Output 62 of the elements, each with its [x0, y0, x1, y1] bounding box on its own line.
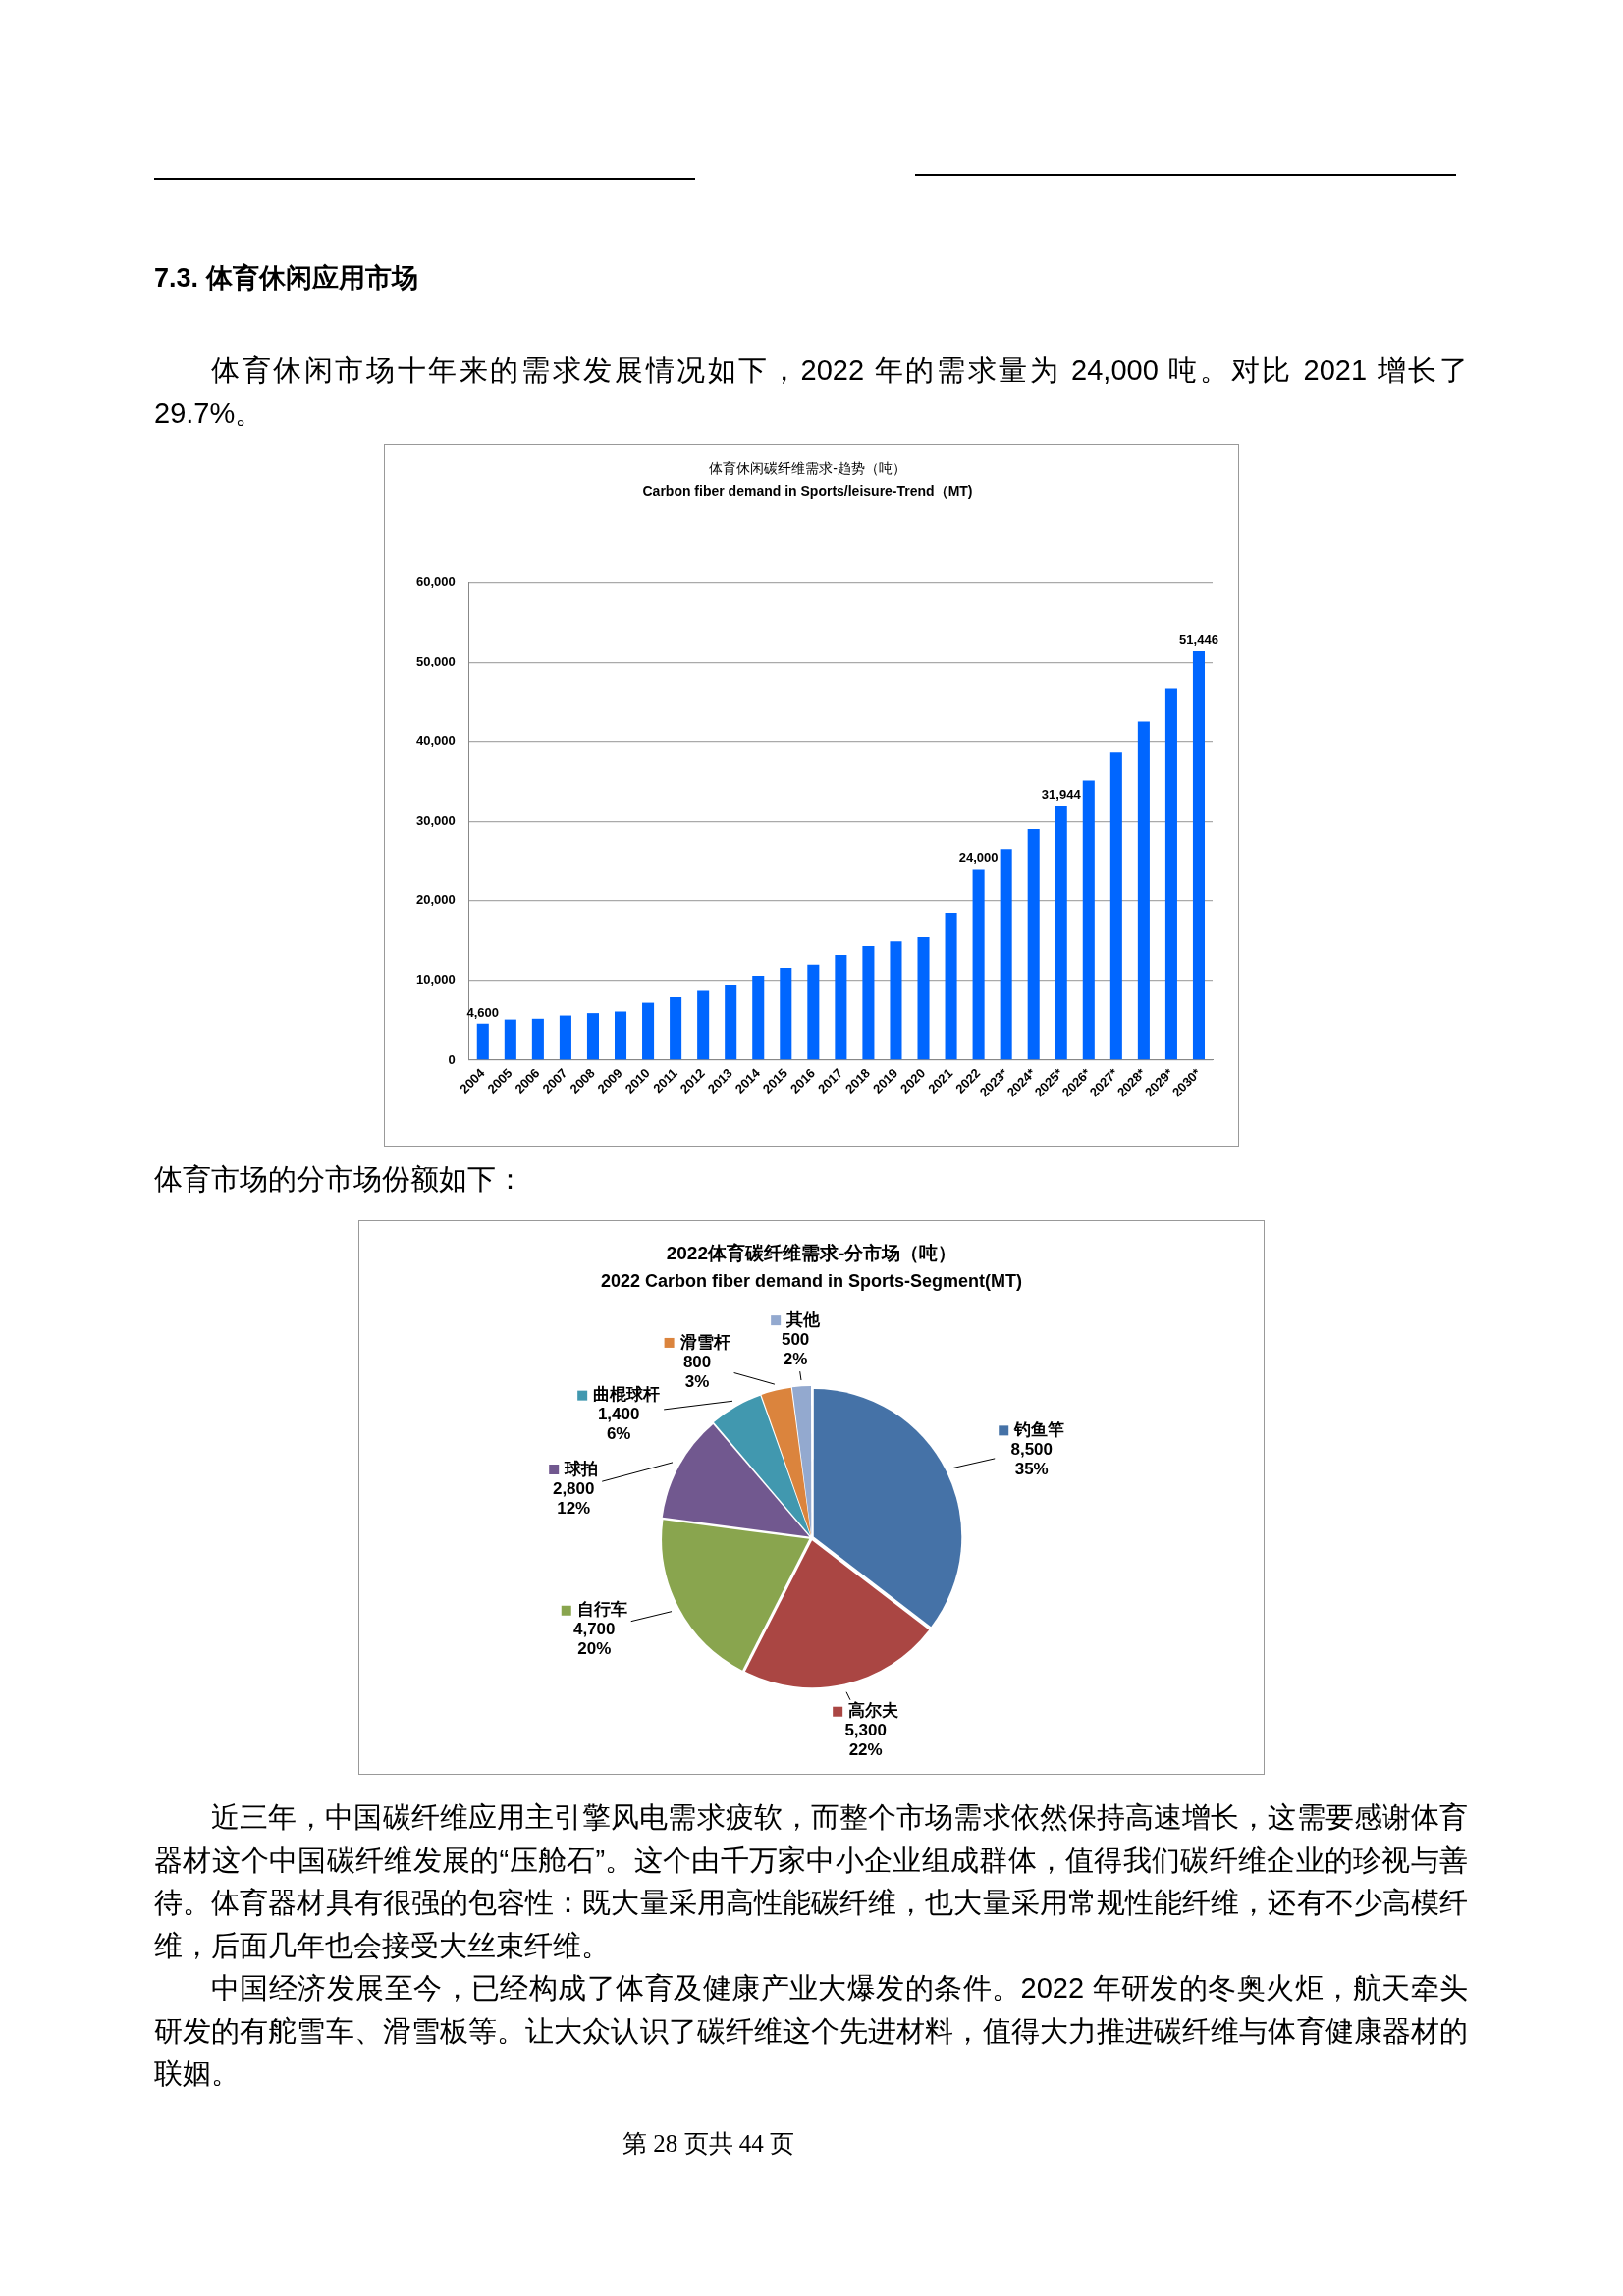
text: 体育休闲市场十年来的需求发展情况如下，2022 年的需求量为 24,000 吨。对比 2021 增长了 29.7%。	[154, 353, 1468, 431]
text: 7.3. 体育休闲应用市场	[154, 262, 419, 294]
bar	[531, 1018, 544, 1060]
bar	[807, 964, 820, 1060]
legend-label: 高尔夫	[848, 1701, 899, 1721]
data-label: 2,800 12%	[552, 1478, 595, 1518]
y-tick-label: 40,000	[416, 733, 456, 749]
legend-label: 自行车	[576, 1600, 627, 1620]
bar	[1137, 721, 1150, 1060]
bar	[614, 1011, 627, 1060]
data-label: 800 3%	[682, 1352, 712, 1391]
text: 体育市场的分市场份额如下：	[154, 1162, 525, 1197]
text: 中国经济发展至今，已经构成了体育及健康产业大爆发的条件。2022 年研发的冬奥火炬，航天牵头研发的有舵雪车、滑雪板等。让大众认识了碳纤维这个先进材料，值得大力推进碳纤维与体育健康器材的联姻。	[154, 1971, 1468, 2091]
bar	[586, 1013, 599, 1060]
bar	[835, 954, 847, 1060]
y-tick-label: 0	[448, 1051, 456, 1067]
text: 2022 Carbon fiber demand in Sports-Segment(MT)	[600, 1270, 1023, 1291]
bar	[945, 912, 957, 1060]
text: 近三年，中国碳纤维应用主引擎风电需求疲软，而整个市场需求依然保持高速增长，这需要感谢体育器材这个中国碳纤维发展的“压舱石”。这个由千万家中小企业组成群体，值得我们碳纤维企业的珍视与善待。体育器材具有很强的包容性：既大量采用高性能碳纤维，也大量采用常规性能纤维，还有不少高模纤维，后面几年也会接受大丝束纤维。	[154, 1800, 1468, 1963]
bar	[1164, 688, 1177, 1060]
y-tick-label: 60,000	[416, 574, 456, 590]
y-tick-label: 20,000	[416, 892, 456, 908]
bar	[917, 937, 930, 1060]
text: 第 28 页共 44 页	[622, 2129, 794, 2159]
bar	[697, 990, 710, 1060]
bar	[1192, 650, 1206, 1060]
bar	[1027, 828, 1040, 1060]
bar	[1109, 752, 1122, 1060]
bar	[1055, 806, 1067, 1060]
data-label: 1,400 6%	[597, 1405, 640, 1444]
bar	[725, 984, 737, 1060]
bar	[780, 967, 792, 1060]
chart-title: 体育休闲碳纤维需求-趋势（吨）	[709, 460, 906, 477]
data-label: 500 2%	[781, 1329, 810, 1368]
bar	[1082, 780, 1095, 1060]
chart-subtitle: Carbon fiber demand in Sports/leisure-Trend（MT)	[642, 483, 973, 500]
legend-label: 其他	[785, 1309, 822, 1329]
data-label: 8,500 35%	[1010, 1440, 1053, 1479]
y-tick-label: 10,000	[416, 972, 456, 988]
legend-label: 曲棍球杆	[593, 1385, 661, 1405]
text: 2022体育碳纤维需求-分市场（吨）	[666, 1242, 957, 1263]
bar	[972, 869, 985, 1060]
data-label: 5,300 22%	[844, 1721, 887, 1760]
legend-label: 球拍	[564, 1459, 599, 1478]
legend-label: 钓鱼竿	[1013, 1420, 1065, 1440]
bar	[670, 996, 682, 1060]
bar	[559, 1015, 571, 1060]
y-tick-label: 50,000	[416, 654, 456, 669]
data-label: 31,944	[1041, 787, 1082, 803]
data-label: 24,000	[958, 850, 999, 866]
bar	[642, 1002, 655, 1060]
bar	[476, 1023, 489, 1060]
data-label: 4,700 20%	[572, 1620, 616, 1659]
y-tick-label: 30,000	[416, 813, 456, 828]
bar	[862, 946, 875, 1060]
data-label: 51,446	[1179, 632, 1218, 648]
bar	[752, 976, 765, 1060]
data-label: 4,600	[466, 1004, 500, 1020]
bar	[504, 1019, 516, 1060]
legend-label: 滑雪杆	[678, 1332, 730, 1352]
bar	[890, 941, 902, 1060]
bar	[1000, 849, 1012, 1060]
